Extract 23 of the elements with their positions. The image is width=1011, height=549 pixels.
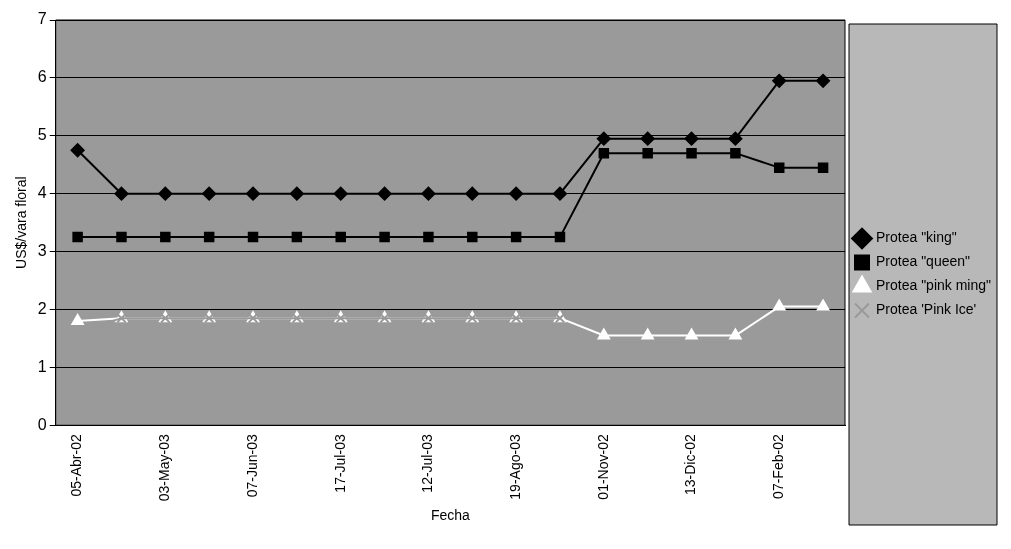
y-tick-label: 0 [37,415,47,433]
legend-label: Protea "pink ming" [876,277,992,294]
y-axis-title: US$/vara floral [13,176,30,269]
y-tick-label: 4 [37,184,47,202]
y-tick-label: 3 [37,242,47,259]
legend-label: Protea "queen" [876,253,971,270]
x-tick-label: 07-Jun-03 [243,434,260,498]
y-tick-label: 7 [37,10,47,28]
x-tick-label: 03-May-03 [156,434,173,502]
x-tick-label: 13-Dic-02 [682,434,699,495]
y-tick-label: 1 [37,357,47,375]
x-tick-label: 07-Feb-02 [770,434,787,499]
legend-label: Protea "king" [876,229,957,246]
y-tick-label: 2 [37,299,47,317]
x-tick-label: 12-Jul-03 [419,434,436,493]
x-axis-title: Fecha [430,507,471,524]
y-tick-label: 6 [37,68,47,86]
x-tick-label: 01-Nov-02 [594,434,611,500]
x-tick-label: 05-Abr-02 [68,434,85,497]
x-tick-label: 19-Ago-03 [506,434,523,500]
x-tick-label: 17-Jul-03 [331,434,348,493]
y-tick-label: 5 [37,126,47,144]
legend-label: Protea 'Pink Ice' [876,301,977,318]
